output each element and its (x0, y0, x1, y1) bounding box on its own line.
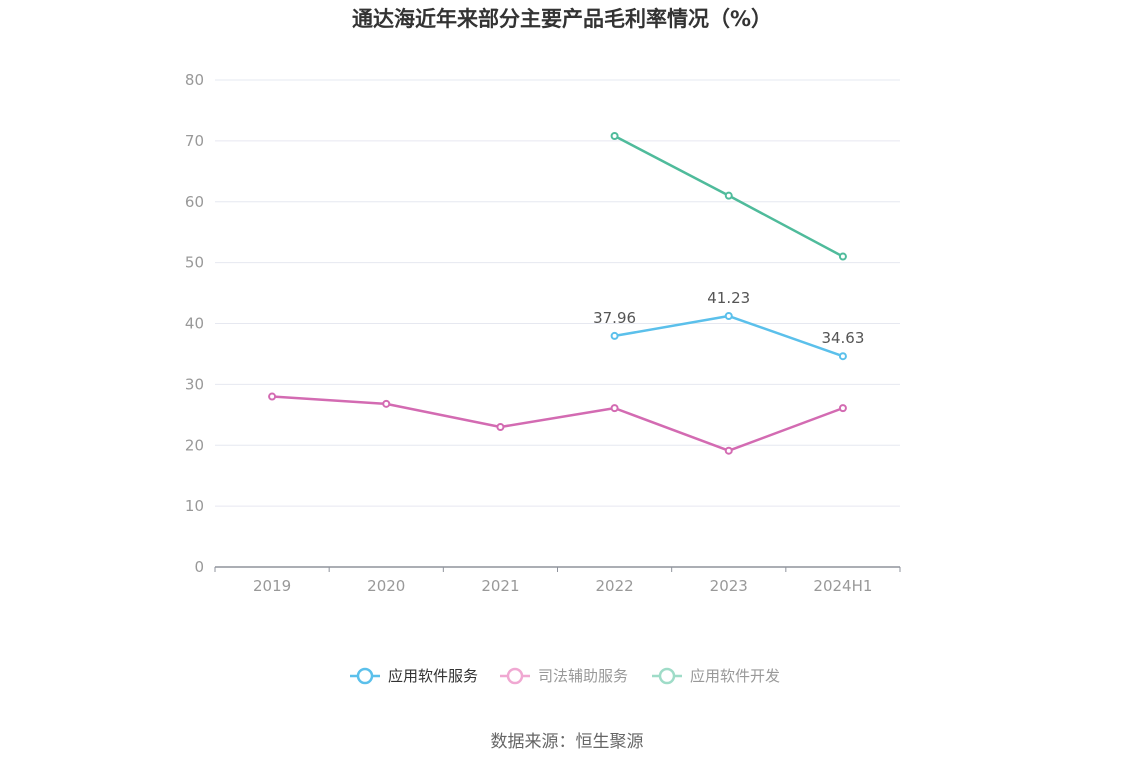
y-tick-label-10: 10 (185, 497, 204, 515)
series-0 (610, 312, 847, 361)
chart-title: 通达海近年来部分主要产品毛利率情况（%） (352, 7, 772, 31)
data-point-2-4 (724, 191, 733, 200)
y-tick-label-20: 20 (185, 436, 204, 454)
x-tick-label-2024H1: 2024H1 (813, 577, 872, 595)
x-tick-label-2019: 2019 (253, 577, 291, 595)
series-1 (268, 392, 847, 455)
data-point-1-3 (610, 404, 619, 413)
series-line-1 (272, 395, 844, 452)
x-tick-label-2021: 2021 (481, 577, 519, 595)
y-tick-label-30: 30 (185, 375, 204, 393)
legend-marker-1 (506, 667, 524, 685)
legend-item-2[interactable]: 应用软件开发 (652, 667, 780, 685)
legend-marker-0 (356, 667, 374, 685)
legend-label-1: 司法辅助服务 (538, 667, 628, 685)
legend-item-0[interactable]: 应用软件服务 (350, 667, 478, 685)
axes: 0 10 20 30 40 50 60 70 80 2019 2020 2021 2022 2023 202… (185, 71, 901, 595)
data-point-1-0 (268, 392, 277, 401)
data-label-0-4: 41.23 (707, 289, 750, 307)
data-labels: 37.96 41.23 34.63 (593, 289, 864, 347)
data-label-0-5: 34.63 (821, 329, 864, 347)
data-point-1-2 (496, 422, 505, 431)
series (268, 132, 847, 455)
source-text: 数据来源：恒生聚源 (491, 732, 644, 752)
y-tick-label-60: 60 (185, 193, 204, 211)
gridlines (215, 79, 900, 507)
legend-label-0: 应用软件服务 (388, 667, 478, 685)
data-point-2-5 (838, 252, 847, 261)
data-label-0-3: 37.96 (593, 309, 636, 327)
x-tick-label-2020: 2020 (367, 577, 405, 595)
y-tick-label-80: 80 (185, 71, 204, 89)
data-point-1-5 (838, 404, 847, 413)
legend-label-2: 应用软件开发 (690, 667, 780, 685)
data-point-0-3 (610, 331, 619, 340)
series-2 (610, 132, 847, 261)
x-tick-label-2022: 2022 (595, 577, 633, 595)
y-tick-label-50: 50 (185, 254, 204, 272)
y-tick-label-40: 40 (185, 315, 204, 333)
legend-item-1[interactable]: 司法辅助服务 (500, 667, 628, 685)
data-point-0-4 (724, 312, 733, 321)
data-point-0-5 (838, 352, 847, 361)
legend-marker-2 (658, 667, 676, 685)
x-tick-label-2023: 2023 (710, 577, 748, 595)
y-tick-label-70: 70 (185, 132, 204, 150)
data-point-2-3 (610, 132, 619, 141)
series-line-0 (614, 314, 844, 358)
data-point-1-1 (382, 399, 391, 408)
data-point-1-4 (724, 446, 733, 455)
legend[interactable]: 应用软件服务 司法辅助服务 应用软件开发 (350, 667, 780, 685)
y-tick-label-0: 0 (194, 558, 204, 576)
